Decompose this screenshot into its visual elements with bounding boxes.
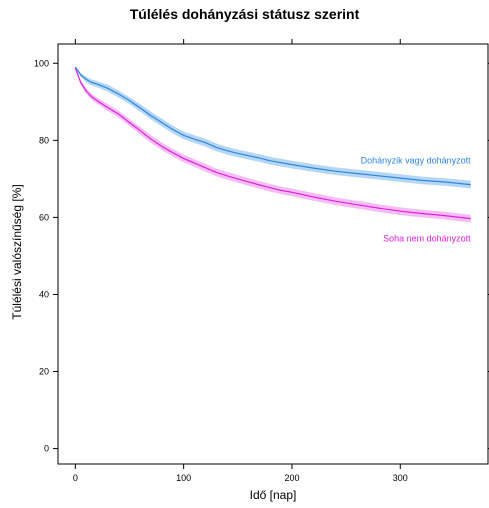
confidence-band-1 (75, 66, 471, 223)
survival-line-0 (74, 66, 471, 186)
y-tick-label: 80 (39, 135, 49, 145)
x-tick-label: 100 (176, 473, 191, 483)
y-tick-label: 60 (39, 212, 49, 222)
series-label-1: Soha nem dohányzott (383, 234, 471, 244)
x-tick-label: 300 (393, 473, 408, 483)
x-tick-label: 200 (284, 473, 299, 483)
confidence-bands (75, 66, 471, 223)
survival-line-1 (74, 67, 471, 220)
x-tick-label: 0 (73, 473, 78, 483)
chart-title: Túlélés dohányzási státusz szerint (129, 6, 360, 22)
y-tick-label: 0 (44, 444, 49, 454)
y-tick-label: 100 (34, 58, 49, 68)
y-tick-label: 20 (39, 367, 49, 377)
survival-lines (74, 66, 471, 220)
x-axis-label: Idő [nap] (249, 488, 297, 502)
series-labels: Dohányzik vagy dohányzott Soha nem dohány… (361, 155, 472, 243)
series-label-0: Dohányzik vagy dohányzott (361, 155, 472, 165)
confidence-band-0 (75, 66, 471, 189)
plot-frame (57, 43, 489, 465)
y-tick-label: 40 (39, 289, 49, 299)
